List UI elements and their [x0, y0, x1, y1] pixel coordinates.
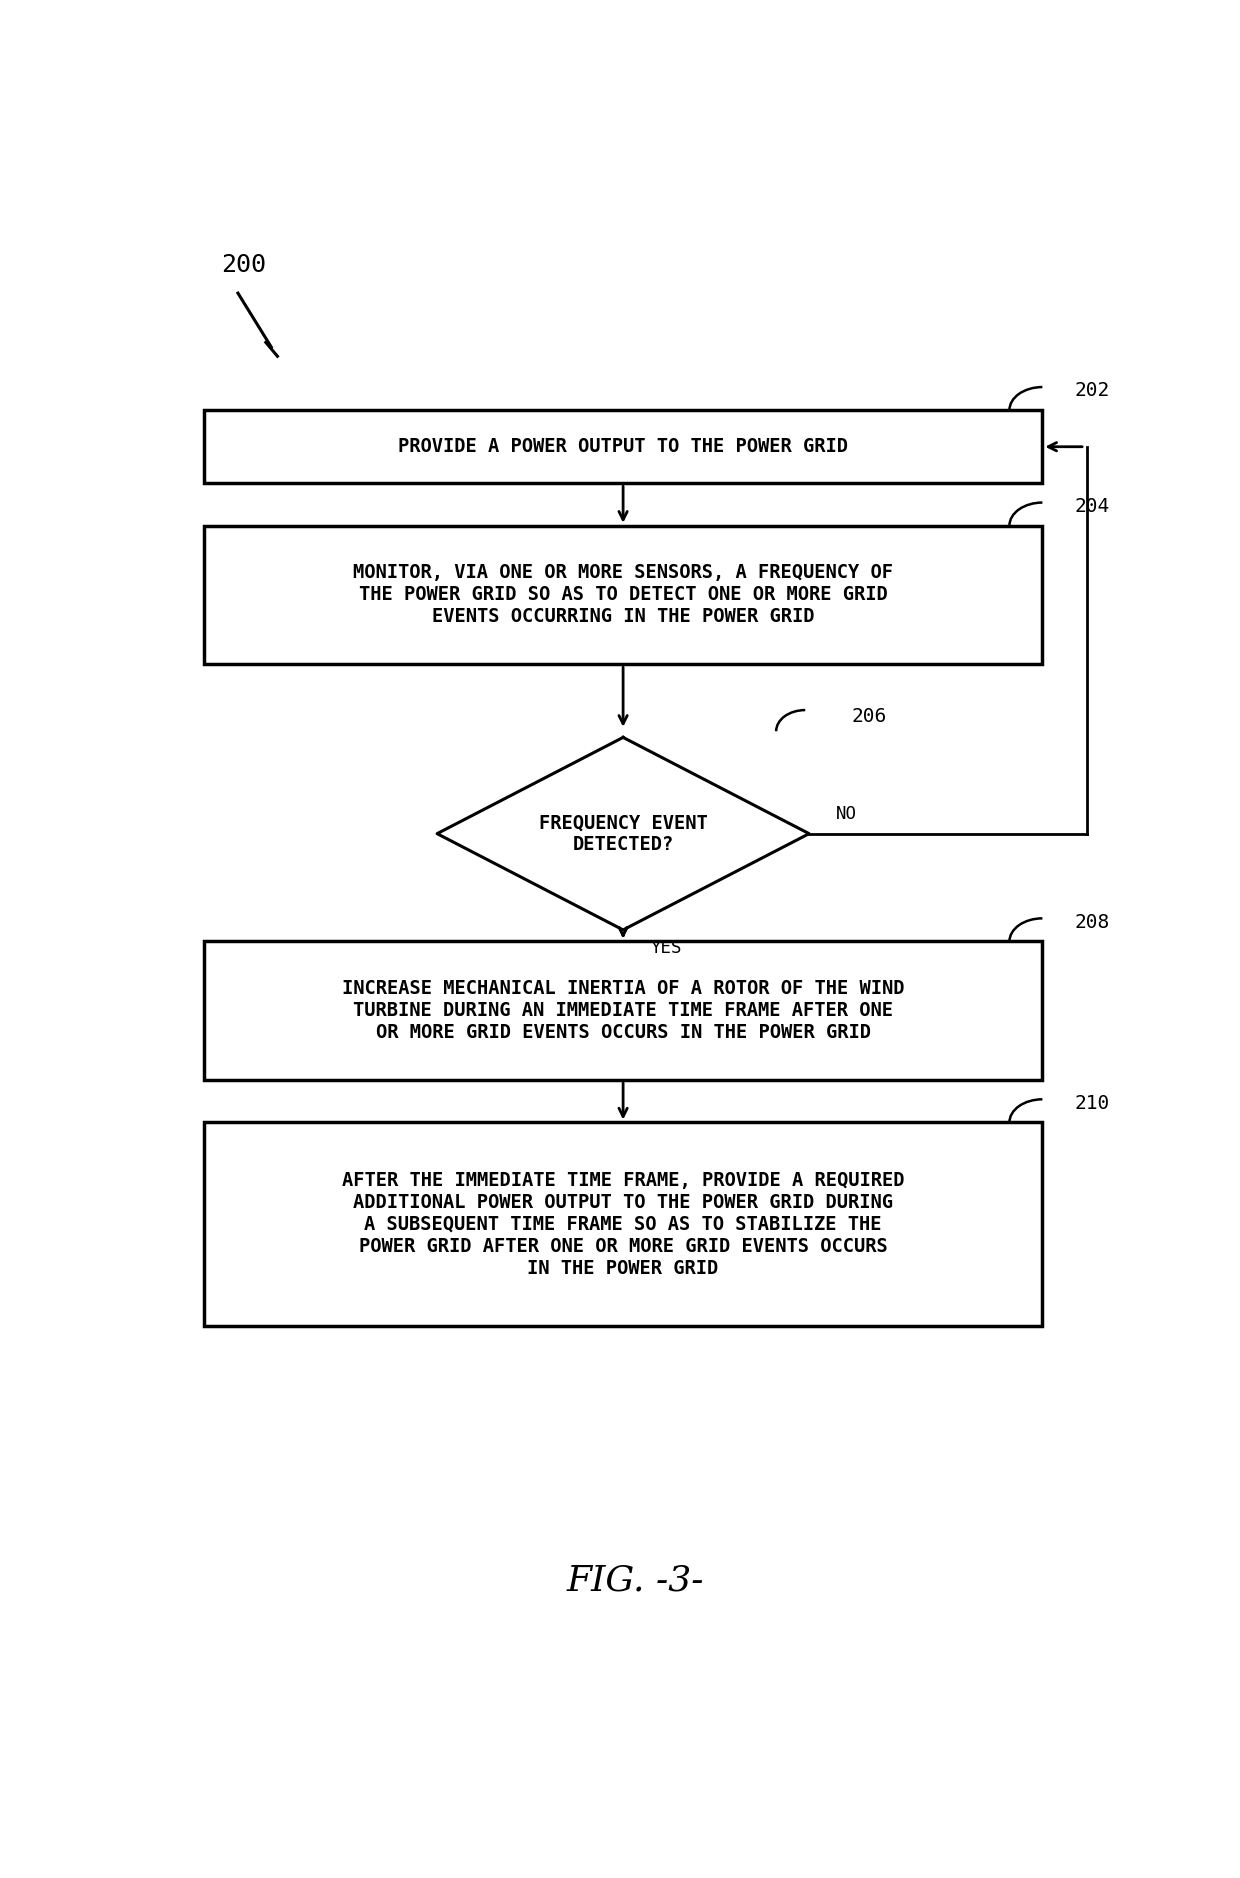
Text: YES: YES — [650, 939, 682, 958]
Bar — [203, 409, 1043, 483]
Text: AFTER THE IMMEDIATE TIME FRAME, PROVIDE A REQUIRED
ADDITIONAL POWER OUTPUT TO TH: AFTER THE IMMEDIATE TIME FRAME, PROVIDE … — [342, 1172, 904, 1277]
Text: PROVIDE A POWER OUTPUT TO THE POWER GRID: PROVIDE A POWER OUTPUT TO THE POWER GRID — [398, 438, 848, 456]
Text: MONITOR, VIA ONE OR MORE SENSORS, A FREQUENCY OF
THE POWER GRID SO AS TO DETECT : MONITOR, VIA ONE OR MORE SENSORS, A FREQ… — [353, 563, 893, 627]
Text: NO: NO — [836, 806, 857, 823]
Text: 206: 206 — [852, 706, 887, 727]
Text: 210: 210 — [1075, 1093, 1110, 1112]
Text: INCREASE MECHANICAL INERTIA OF A ROTOR OF THE WIND
TURBINE DURING AN IMMEDIATE T: INCREASE MECHANICAL INERTIA OF A ROTOR O… — [342, 978, 904, 1042]
Text: FREQUENCY EVENT
DETECTED?: FREQUENCY EVENT DETECTED? — [538, 813, 708, 854]
Text: FIG. -3-: FIG. -3- — [567, 1564, 704, 1598]
Bar — [203, 941, 1043, 1080]
Text: 208: 208 — [1075, 913, 1110, 931]
Polygon shape — [438, 738, 808, 930]
Text: 204: 204 — [1075, 498, 1110, 516]
Text: 202: 202 — [1075, 381, 1110, 400]
Bar — [203, 1123, 1043, 1326]
Bar — [203, 526, 1043, 665]
Text: 200: 200 — [221, 254, 265, 278]
